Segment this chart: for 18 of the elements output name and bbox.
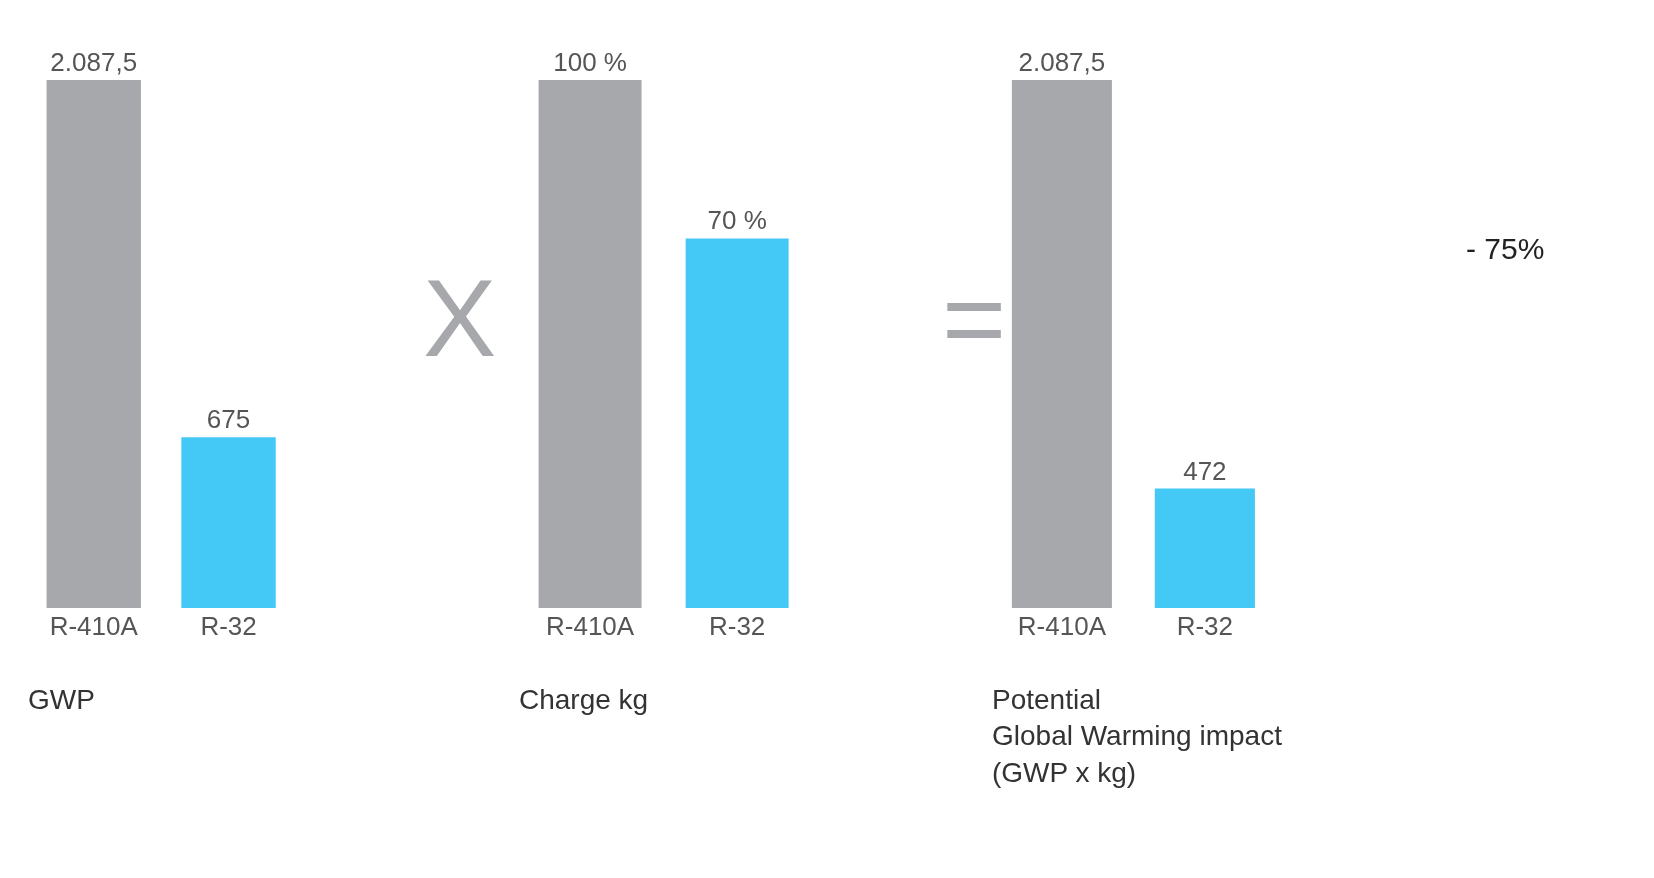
data-label: 100 % (553, 47, 627, 77)
x-tick-label: R-410A (1017, 611, 1107, 641)
x-axis-title: Potential Global Warming impact (GWP x kg) (992, 684, 1283, 788)
x-tick-label: R-410A (545, 611, 635, 641)
x-tick-label: R-410A (49, 611, 139, 641)
x-tick-label: R-32 (200, 611, 257, 641)
text: X (423, 256, 497, 379)
x-tick-label: R-32 (708, 611, 766, 641)
data-label: 472 (1183, 455, 1227, 486)
x-tick-label: R-32 (1176, 611, 1234, 641)
x-axis-title: Charge kg (519, 684, 649, 715)
data-label: 2.087,5 (50, 47, 138, 77)
x-axis-title: GWP (28, 684, 95, 715)
data-label: 70 % (707, 205, 767, 236)
data-label: 675 (206, 404, 251, 435)
data-label: 2.087,5 (1018, 47, 1106, 77)
text: - 75% (1466, 232, 1545, 265)
annotation: = (942, 256, 1007, 379)
